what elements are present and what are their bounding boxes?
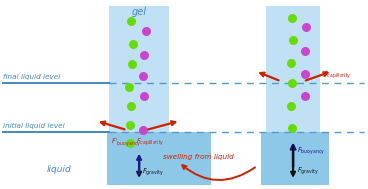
Bar [109, 132, 169, 184]
Point [126, 85, 132, 88]
Point [140, 74, 146, 77]
Point [289, 82, 295, 85]
Bar [261, 132, 329, 184]
Point [128, 20, 134, 23]
Bar [107, 132, 212, 184]
Text: final liquid level: final liquid level [3, 74, 60, 80]
Point [289, 61, 294, 64]
Point [289, 127, 295, 130]
Text: swelling from liquid: swelling from liquid [163, 154, 234, 160]
Bar [109, 132, 169, 184]
Text: $F'_{\mathregular{buoyancy}}$: $F'_{\mathregular{buoyancy}}$ [111, 137, 141, 149]
Point [128, 104, 134, 107]
Text: $F_{\mathregular{capillarity}}$: $F_{\mathregular{capillarity}}$ [323, 70, 352, 81]
Point [302, 50, 308, 53]
Text: $F_{\mathregular{buoyancy}}$: $F_{\mathregular{buoyancy}}$ [297, 145, 325, 156]
Bar [109, 6, 169, 132]
Bar [266, 132, 320, 184]
Point [127, 123, 133, 126]
Point [289, 16, 295, 19]
Text: initial liquid level: initial liquid level [3, 122, 64, 129]
Point [290, 39, 296, 42]
Point [130, 42, 136, 45]
Point [129, 63, 135, 66]
Point [141, 54, 146, 57]
Text: liquid: liquid [47, 165, 72, 174]
Text: $F_{\mathregular{capillarity}}$: $F_{\mathregular{capillarity}}$ [136, 137, 165, 148]
Point [302, 72, 308, 75]
Text: $F_{\mathregular{gravity}}$: $F_{\mathregular{gravity}}$ [297, 166, 319, 177]
Point [303, 26, 309, 29]
Point [141, 95, 146, 98]
Point [289, 104, 294, 107]
Point [140, 129, 146, 132]
Point [302, 95, 308, 98]
Text: $F_{\mathregular{gravity}}$: $F_{\mathregular{gravity}}$ [142, 167, 164, 178]
Point [142, 29, 148, 32]
Bar [266, 6, 320, 132]
Text: gel: gel [132, 7, 146, 17]
Point [128, 142, 134, 145]
